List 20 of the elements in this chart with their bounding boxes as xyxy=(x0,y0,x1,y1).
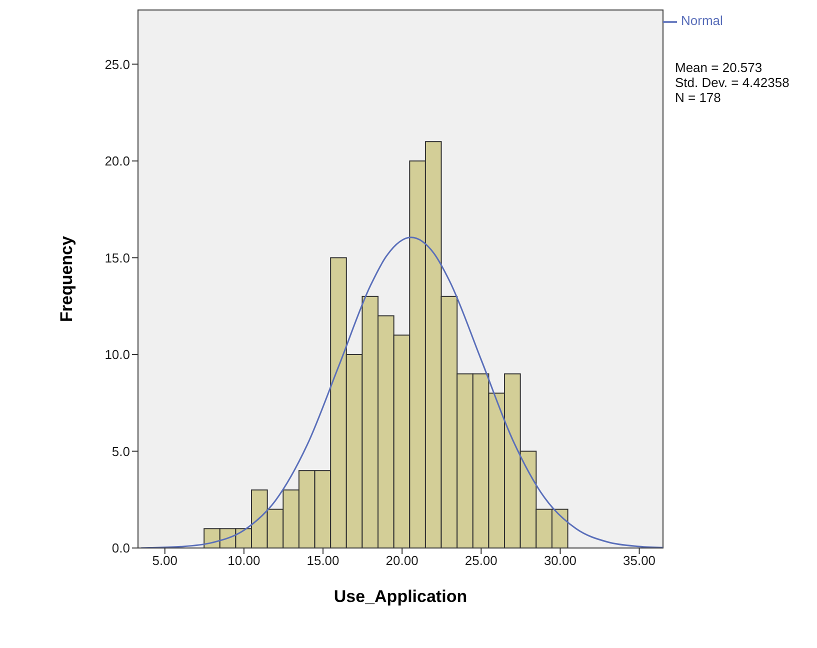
y-tick-label: 20.0 xyxy=(104,154,130,169)
text: N = 178 xyxy=(675,90,722,105)
y-tick-label: 15.0 xyxy=(104,250,130,266)
y-tick-label: 5.0 xyxy=(112,444,130,459)
line-series xyxy=(140,236,663,548)
x-tick-label: 20.00 xyxy=(386,553,418,568)
x-tick-label: 15.00 xyxy=(306,553,340,568)
text: Mean = 20.573 xyxy=(675,60,764,75)
x-tick-label: 30.00 xyxy=(544,553,576,568)
legend-label: Normal xyxy=(681,13,723,28)
text: Std. Dev. = 4.42358 xyxy=(675,75,790,90)
x-axis-title: Use_Application xyxy=(334,587,468,606)
y-tick-label: 25.0 xyxy=(104,56,130,72)
x-tick-label: 35.00 xyxy=(623,553,656,568)
x-tick-label: 10.00 xyxy=(228,553,260,568)
y-axis-title: Frequency xyxy=(57,235,76,322)
y-tick-label: 0.0 xyxy=(112,540,130,556)
x-tick-label: 25.00 xyxy=(464,553,498,568)
x-tick-label: 5.00 xyxy=(152,553,178,568)
y-tick-label: 10.0 xyxy=(104,347,130,362)
